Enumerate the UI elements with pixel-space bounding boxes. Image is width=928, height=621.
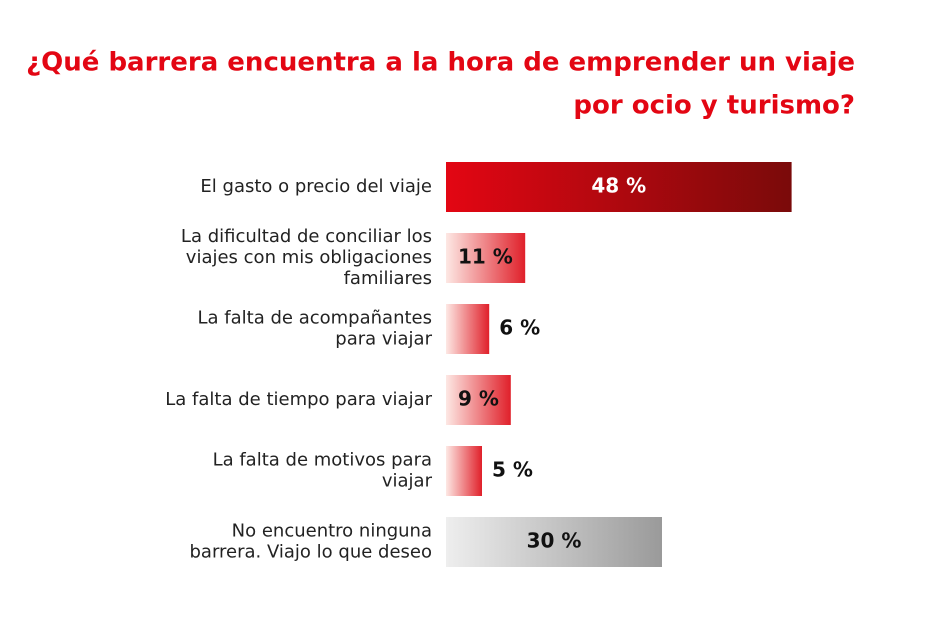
bar xyxy=(446,233,526,283)
category-label: viajes con mis obligaciones xyxy=(186,247,432,268)
category-label: barrera. Viajo lo que deseo xyxy=(189,542,432,563)
category-label: La dificultad de conciliar los xyxy=(181,226,432,247)
bar xyxy=(446,446,482,496)
category-label: La falta de tiempo para viajar xyxy=(165,389,432,410)
bar xyxy=(446,304,490,354)
bar xyxy=(446,162,792,212)
chart-title: por ocio y turismo? xyxy=(573,91,855,121)
value-label: 30 % xyxy=(527,529,582,553)
category-label: familiares xyxy=(344,268,432,289)
value-label: 11 % xyxy=(458,245,513,269)
bar xyxy=(446,375,511,425)
chart-title: ¿Qué barrera encuentra a la hora de empr… xyxy=(26,48,855,78)
value-label: 6 % xyxy=(499,316,540,340)
category-label: para viajar xyxy=(335,329,432,350)
value-label: 48 % xyxy=(591,174,646,198)
category-label: La falta de motivos para xyxy=(213,450,432,471)
category-label: La falta de acompañantes xyxy=(198,308,432,329)
value-label: 5 % xyxy=(492,458,533,482)
bar xyxy=(446,517,662,567)
value-label: 9 % xyxy=(458,387,499,411)
category-label: El gasto o precio del viaje xyxy=(200,176,432,197)
category-label: No encuentro ninguna xyxy=(232,521,432,542)
category-label: viajar xyxy=(382,471,433,492)
